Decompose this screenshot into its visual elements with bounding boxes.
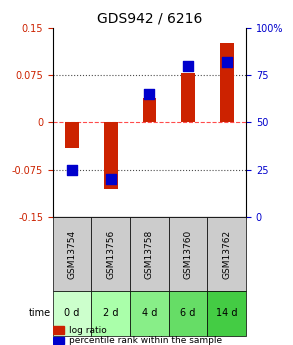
FancyBboxPatch shape [91, 217, 130, 290]
FancyBboxPatch shape [169, 290, 207, 336]
Text: percentile rank within the sample: percentile rank within the sample [69, 336, 222, 345]
Text: 14 d: 14 d [216, 308, 238, 318]
Bar [181, 73, 195, 122]
Point [186, 63, 190, 68]
FancyBboxPatch shape [130, 217, 169, 290]
Point [224, 59, 229, 65]
Text: time: time [29, 308, 51, 318]
Bar [65, 122, 79, 148]
Bar [220, 43, 234, 122]
FancyBboxPatch shape [207, 217, 246, 290]
FancyBboxPatch shape [169, 217, 207, 290]
Text: GSM13758: GSM13758 [145, 229, 154, 279]
Text: 0 d: 0 d [64, 308, 80, 318]
Text: 6 d: 6 d [180, 308, 196, 318]
Title: GDS942 / 6216: GDS942 / 6216 [97, 11, 202, 25]
FancyBboxPatch shape [91, 290, 130, 336]
FancyBboxPatch shape [53, 217, 91, 290]
Text: GSM13762: GSM13762 [222, 229, 231, 278]
Point [108, 177, 113, 182]
Text: GSM13756: GSM13756 [106, 229, 115, 279]
Bar [104, 122, 117, 189]
Point [70, 167, 74, 172]
FancyBboxPatch shape [207, 290, 246, 336]
Bar [53, 326, 64, 334]
Bar [53, 337, 64, 344]
Text: GSM13754: GSM13754 [68, 229, 76, 278]
Point [147, 91, 152, 97]
Text: GSM13760: GSM13760 [184, 229, 193, 279]
Bar [143, 98, 156, 122]
Text: 2 d: 2 d [103, 308, 118, 318]
Text: log ratio: log ratio [69, 326, 106, 335]
FancyBboxPatch shape [53, 290, 91, 336]
Text: 4 d: 4 d [142, 308, 157, 318]
FancyBboxPatch shape [130, 290, 169, 336]
